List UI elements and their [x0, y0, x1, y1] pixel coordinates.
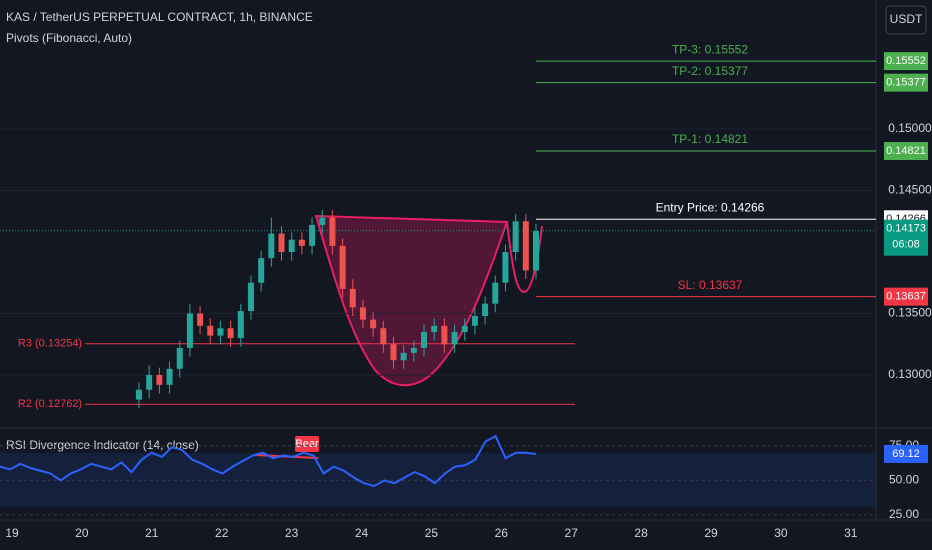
candle-body	[492, 282, 499, 304]
candle-body	[278, 233, 285, 253]
rsi-line	[0, 434, 537, 488]
last-price-tag	[884, 219, 928, 256]
candle-body	[370, 319, 377, 329]
level-label: SL: 0.13637	[678, 278, 743, 292]
price-tag	[884, 52, 928, 71]
candle-body	[349, 288, 356, 308]
y-tick-label: 0.15000	[888, 121, 932, 135]
x-tick-label: 26	[495, 526, 509, 540]
x-tick-label: 31	[844, 526, 858, 540]
candle-body	[197, 313, 204, 326]
price-tag	[884, 142, 928, 161]
candle-body	[146, 374, 153, 390]
candle-body	[380, 328, 387, 345]
x-tick-label: 28	[634, 526, 648, 540]
candle-body	[319, 217, 326, 225]
x-tick-label: 27	[565, 526, 579, 540]
candle-body	[237, 311, 244, 339]
level-tag-label: 0.14821	[886, 145, 926, 157]
pivot-label: R2 (0.12762)	[18, 398, 82, 410]
level-label: TP-3: 0.15552	[672, 42, 748, 56]
rsi-title: RSI Divergence Indicator (14, close)	[6, 438, 199, 452]
level-label: TP-2: 0.15377	[672, 64, 748, 78]
price-tag	[884, 287, 928, 306]
candle-body	[390, 344, 397, 361]
rsi-tick-label: 50.00	[889, 473, 919, 487]
x-tick-label: 19	[5, 526, 19, 540]
currency-button[interactable]	[885, 5, 927, 35]
candle-body	[339, 245, 346, 289]
candle-body	[186, 313, 193, 348]
level-label: TP-1: 0.14821	[672, 132, 748, 146]
last-price-label: 0.14173	[886, 223, 926, 235]
x-tick-label: 25	[425, 526, 439, 540]
level-tag-label: 0.15377	[886, 77, 926, 89]
candle-body	[176, 347, 183, 369]
level-tag-label: 0.15552	[886, 55, 926, 67]
y-tick-label: 0.14500	[888, 183, 932, 197]
candle-body	[512, 221, 519, 253]
candle-body	[309, 224, 316, 246]
countdown: 06:08	[892, 239, 920, 251]
indicator-name: Pivots (Fibonacci, Auto)	[6, 31, 132, 45]
currency[interactable]: USDT	[890, 12, 923, 26]
candle-body	[359, 307, 366, 320]
y-tick-label: 0.13000	[888, 367, 932, 381]
candle-body	[258, 258, 265, 283]
x-tick-label: 22	[215, 526, 229, 540]
candle-body	[156, 374, 163, 385]
candle-body	[471, 315, 478, 326]
candle-body	[247, 282, 254, 312]
x-tick-label: 29	[704, 526, 718, 540]
candle-body	[533, 231, 539, 271]
candle-body	[136, 389, 142, 400]
chart-title: KAS / TetherUS PERPETUAL CONTRACT, 1h, B…	[6, 10, 313, 24]
candle-body	[268, 233, 275, 259]
candle-body	[227, 328, 234, 339]
x-tick-label: 21	[145, 526, 159, 540]
candle-body	[441, 325, 448, 345]
candle-body	[410, 347, 417, 353]
candle-body	[207, 325, 214, 336]
rsi-tag	[884, 444, 928, 463]
candle-body	[166, 368, 173, 385]
candle-body	[461, 325, 468, 332]
price-tag	[884, 73, 928, 92]
x-tick-label: 30	[774, 526, 788, 540]
candle-body	[502, 252, 509, 283]
x-tick-label: 23	[285, 526, 299, 540]
candle-body	[431, 325, 438, 332]
level-tag-label: 0.13637	[886, 291, 926, 303]
rsi-tick-label: 25.00	[889, 507, 919, 521]
rsi-tag-label: 69.12	[892, 448, 920, 460]
y-tick-label: 0.13500	[888, 306, 932, 320]
candle-body	[329, 217, 336, 246]
pivot-label: R3 (0.13254)	[18, 338, 82, 350]
bear-tag	[295, 436, 319, 452]
candle-body	[288, 239, 295, 253]
level-label: Entry Price: 0.14266	[656, 200, 765, 214]
bear-label: Bear	[295, 438, 319, 450]
candle-body	[522, 221, 529, 271]
cup-pattern	[314, 214, 509, 387]
candle-body	[451, 331, 458, 345]
candle-body	[400, 352, 407, 361]
x-tick-label: 24	[355, 526, 369, 540]
candle-body	[482, 303, 489, 316]
candle-body	[217, 328, 224, 336]
x-tick-label: 20	[75, 526, 89, 540]
candle-body	[298, 239, 305, 246]
candle-body	[421, 331, 428, 348]
